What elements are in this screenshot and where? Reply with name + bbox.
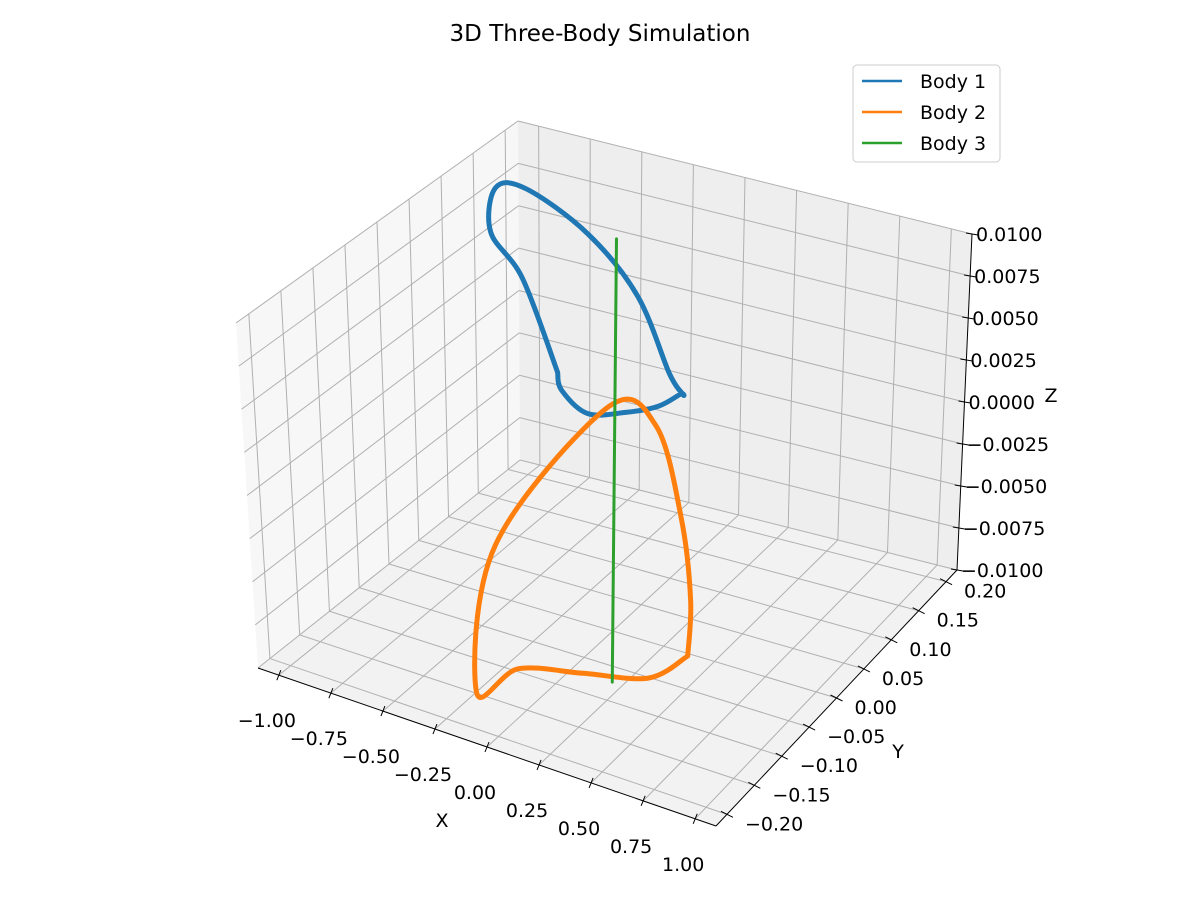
series-layer <box>472 180 694 701</box>
grid-z-left-4 <box>246 290 520 496</box>
grid-z-back-1 <box>519 417 959 529</box>
x-tick-label-7: 0.75 <box>610 836 652 858</box>
x-tick-1 <box>328 687 334 699</box>
grid-y-floor-0 <box>269 658 728 815</box>
grid-z-left-1 <box>254 417 521 626</box>
x-tick-7 <box>640 795 646 807</box>
grid-z-back-3 <box>519 332 963 445</box>
x-tick-label-5: 0.25 <box>506 800 548 822</box>
grid-y-floor-6 <box>448 516 892 641</box>
grid-z-back-4 <box>518 290 965 403</box>
x-tick-2 <box>380 705 386 717</box>
y-tick-0 <box>720 810 734 818</box>
x-tick-label-0: −1.00 <box>238 710 296 732</box>
y-tick-6 <box>885 636 898 644</box>
legend-label-body-3: Body 3 <box>920 133 986 155</box>
pane-left <box>236 121 520 668</box>
grid-z-back-2 <box>519 374 961 487</box>
x-tick-label-4: 0.00 <box>454 782 496 804</box>
grid-y-floor-2 <box>329 610 782 757</box>
x-axis-label: X <box>435 810 448 832</box>
grid-y-floor-1 <box>299 634 755 786</box>
grid-y-floor-8 <box>507 468 947 583</box>
y-tick-label-8: 0.20 <box>964 581 1006 603</box>
x-tick-label-6: 0.50 <box>558 818 600 840</box>
y-tick-label-3: −0.05 <box>827 726 885 748</box>
z-tick-label-5: 0.0025 <box>970 350 1036 372</box>
y-tick-label-4: 0.00 <box>855 697 897 719</box>
chart-title: 3D Three-Body Simulation <box>450 21 751 47</box>
legend-label-body-1: Body 1 <box>920 71 986 93</box>
z-tick-7 <box>964 274 977 278</box>
y-tick-2 <box>775 752 788 760</box>
y-tick-4 <box>830 694 843 702</box>
axes-ticks: −1.00−0.75−0.50−0.250.000.250.500.751.00… <box>238 224 1049 876</box>
y-tick-5 <box>857 665 871 673</box>
z-tick-label-3: −0.0025 <box>967 434 1049 456</box>
z-tick-label-2: −0.0050 <box>965 476 1047 498</box>
z-tick-1 <box>952 526 965 530</box>
grid-y-floor-3 <box>359 587 810 728</box>
z-tick-label-1: −0.0075 <box>963 518 1045 540</box>
x-tick-8 <box>692 813 698 825</box>
y-tick-label-6: 0.10 <box>909 639 951 661</box>
legend: Body 1 Body 2 Body 3 <box>852 64 1001 163</box>
series-line-body-1 <box>486 180 687 418</box>
z-tick-3 <box>956 442 969 446</box>
grid-z-back-0 <box>519 459 958 571</box>
x-tick-label-2: −0.50 <box>342 746 400 768</box>
legend-label-body-2: Body 2 <box>920 102 986 124</box>
z-tick-label-8: 0.0100 <box>976 224 1042 246</box>
grid-z-left-6 <box>241 205 519 410</box>
grid-z-back-5 <box>518 247 967 361</box>
grid-z-left-2 <box>252 374 520 583</box>
grid-y-floor-7 <box>478 492 919 612</box>
y-tick-label-7: 0.15 <box>937 610 979 632</box>
y-tick-label-0: −0.20 <box>745 813 803 835</box>
x-tick-0 <box>276 669 282 681</box>
z-tick-6 <box>962 316 975 320</box>
y-tick-8 <box>939 578 953 586</box>
z-tick-label-6: 0.0050 <box>972 308 1038 330</box>
z-tick-0 <box>950 568 964 572</box>
x-tick-5 <box>536 759 542 771</box>
y-tick-3 <box>802 723 816 731</box>
z-tick-label-0: −0.0100 <box>961 560 1043 582</box>
x-tick-3 <box>432 723 438 735</box>
grid-y-floor-5 <box>418 539 865 670</box>
z-tick-5 <box>960 358 973 362</box>
z-tick-label-7: 0.0075 <box>974 266 1040 288</box>
y-tick-label-1: −0.15 <box>772 784 830 806</box>
grid-z-back-6 <box>518 205 969 319</box>
y-axis-label: Y <box>891 741 904 763</box>
x-tick-label-1: −0.75 <box>290 728 348 750</box>
y-tick-7 <box>912 607 925 615</box>
grid-z-left-7 <box>238 162 519 367</box>
z-tick-2 <box>954 484 967 488</box>
z-tick-4 <box>958 400 971 404</box>
pane-back <box>518 121 972 570</box>
y-tick-1 <box>748 781 761 789</box>
x-tick-label-3: −0.25 <box>394 764 452 786</box>
series-line-body-3 <box>610 237 618 684</box>
series-line-body-2 <box>472 396 694 701</box>
grid-z-left-0 <box>257 459 521 669</box>
grid-z-left-8 <box>235 120 519 324</box>
y-tick-label-2: −0.10 <box>800 755 858 777</box>
x-tick-6 <box>588 777 594 789</box>
legend-frame <box>852 64 1001 163</box>
z-tick-label-4: 0.0000 <box>969 392 1035 414</box>
grid-z-back-8 <box>517 120 973 235</box>
y-tick-label-5: 0.05 <box>882 668 924 690</box>
grid-z-left-3 <box>249 332 520 540</box>
z-axis-label: Z <box>1044 385 1057 407</box>
grid-z-back-7 <box>518 162 971 277</box>
x-tick-4 <box>484 741 490 753</box>
z-tick-8 <box>965 232 979 236</box>
grid-z-left-5 <box>243 247 520 453</box>
x-tick-label-8: 1.00 <box>662 854 704 876</box>
